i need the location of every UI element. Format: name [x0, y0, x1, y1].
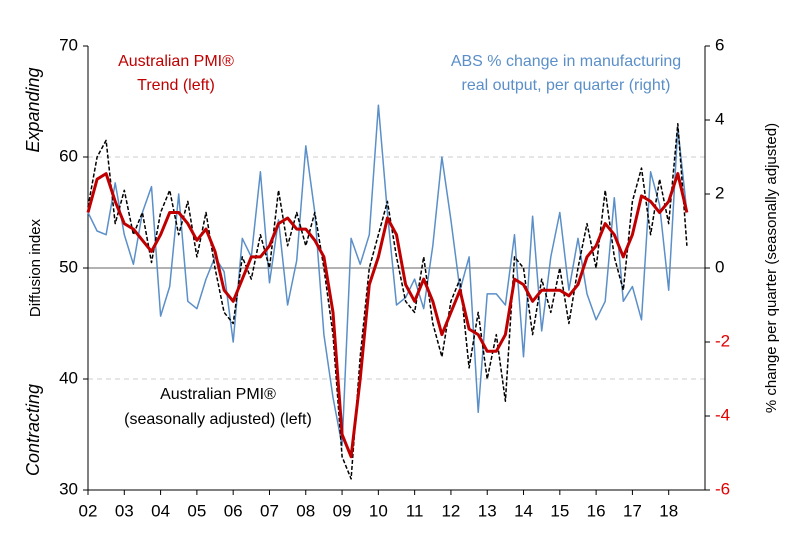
x-tick-label: 12	[441, 501, 460, 520]
x-tick-label: 16	[587, 501, 606, 520]
x-tick-label: 11	[406, 501, 424, 520]
x-tick-label: 04	[151, 501, 170, 520]
annotation: Contracting	[23, 384, 43, 476]
y2-tick-label: 4	[715, 109, 724, 128]
annotation: real output, per quarter (right)	[462, 77, 671, 94]
y-tick-label: 30	[59, 479, 78, 498]
x-tick-label: 10	[369, 501, 388, 520]
x-tick-label: 15	[550, 501, 569, 520]
annotation: Australian PMI®	[160, 386, 276, 403]
y-axis-label: Diffusion index	[27, 218, 44, 317]
annotation: Trend (left)	[137, 77, 215, 94]
x-tick-label: 14	[514, 501, 533, 520]
series-line	[87, 122, 688, 480]
y2-axis-label: % change per quarter (seasonally adjuste…	[763, 123, 780, 413]
y-tick-label: 50	[59, 257, 78, 276]
annotation: Australian PMI®	[118, 53, 234, 70]
y2-tick-label: 6	[715, 35, 724, 54]
annotation: ABS % change in manufacturing	[451, 53, 681, 70]
series-line	[87, 104, 688, 447]
x-tick-label: 02	[79, 501, 98, 520]
annotation: Expanding	[23, 67, 43, 152]
y2-tick-label: 0	[715, 257, 724, 276]
series-line	[86, 172, 689, 459]
x-tick-label: 09	[333, 501, 352, 520]
y2-tick-label: -4	[715, 405, 730, 424]
y2-tick-label: -2	[715, 331, 730, 350]
x-tick-label: 18	[659, 501, 678, 520]
x-tick-label: 07	[260, 501, 279, 520]
x-tick-label: 05	[187, 501, 206, 520]
x-tick-label: 13	[478, 501, 497, 520]
y2-tick-label: 2	[715, 183, 724, 202]
y-tick-label: 40	[59, 368, 78, 387]
x-tick-label: 08	[296, 501, 315, 520]
x-tick-label: 06	[224, 501, 243, 520]
annotation: (seasonally adjusted) (left)	[124, 411, 312, 428]
x-tick-label: 17	[623, 501, 642, 520]
x-tick-label: 03	[115, 501, 134, 520]
y2-tick-label: -6	[715, 479, 730, 498]
y-tick-label: 60	[59, 146, 78, 165]
y-tick-label: 70	[59, 35, 78, 54]
